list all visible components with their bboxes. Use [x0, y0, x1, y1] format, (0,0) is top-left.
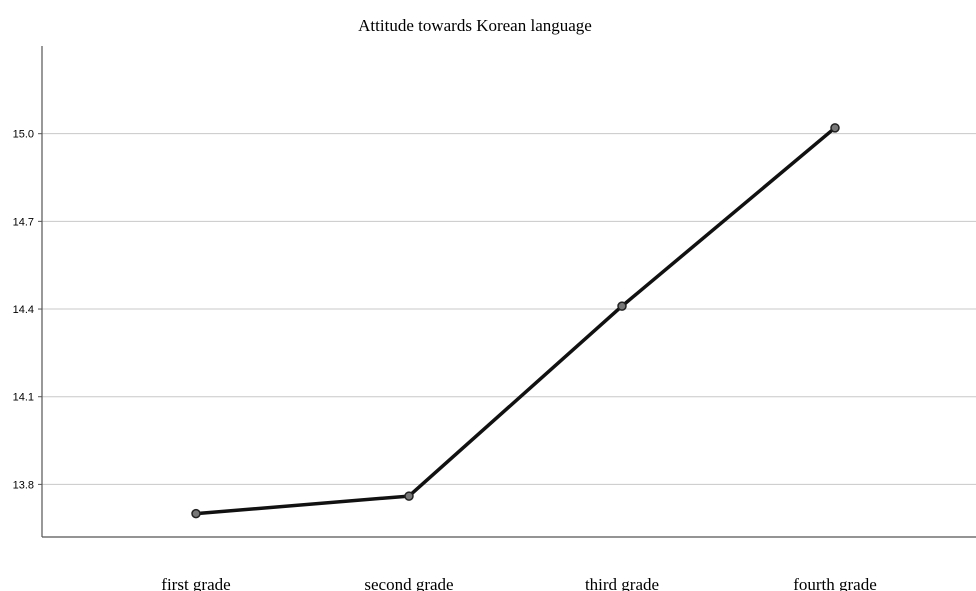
- data-point: [404, 491, 414, 501]
- y-axis-tick-labels: 13.8 14.1 14.4 14.7 15.0: [13, 129, 34, 492]
- x-tick-label: fourth grade: [793, 575, 877, 591]
- series-layer: [191, 123, 840, 519]
- x-tick-label: first grade: [161, 575, 230, 591]
- data-point: [617, 301, 627, 311]
- x-tick-label: third grade: [585, 575, 659, 591]
- series-line: [194, 126, 837, 516]
- y-tick-label: 14.1: [13, 392, 34, 404]
- y-tick-label: 14.7: [13, 216, 34, 228]
- y-tick-label: 14.4: [13, 304, 34, 316]
- y-tick-label: 15.0: [13, 129, 34, 141]
- y-tick-label: 13.8: [13, 479, 34, 491]
- axes: [38, 46, 976, 538]
- data-point: [191, 508, 201, 519]
- gridlines: [42, 133, 976, 485]
- x-axis-tick-labels: first grade second grade third grade fourth…: [161, 575, 876, 591]
- chart-title: Attitude towards Korean language: [358, 16, 592, 35]
- data-point: [830, 123, 840, 133]
- x-tick-label: second grade: [364, 575, 453, 591]
